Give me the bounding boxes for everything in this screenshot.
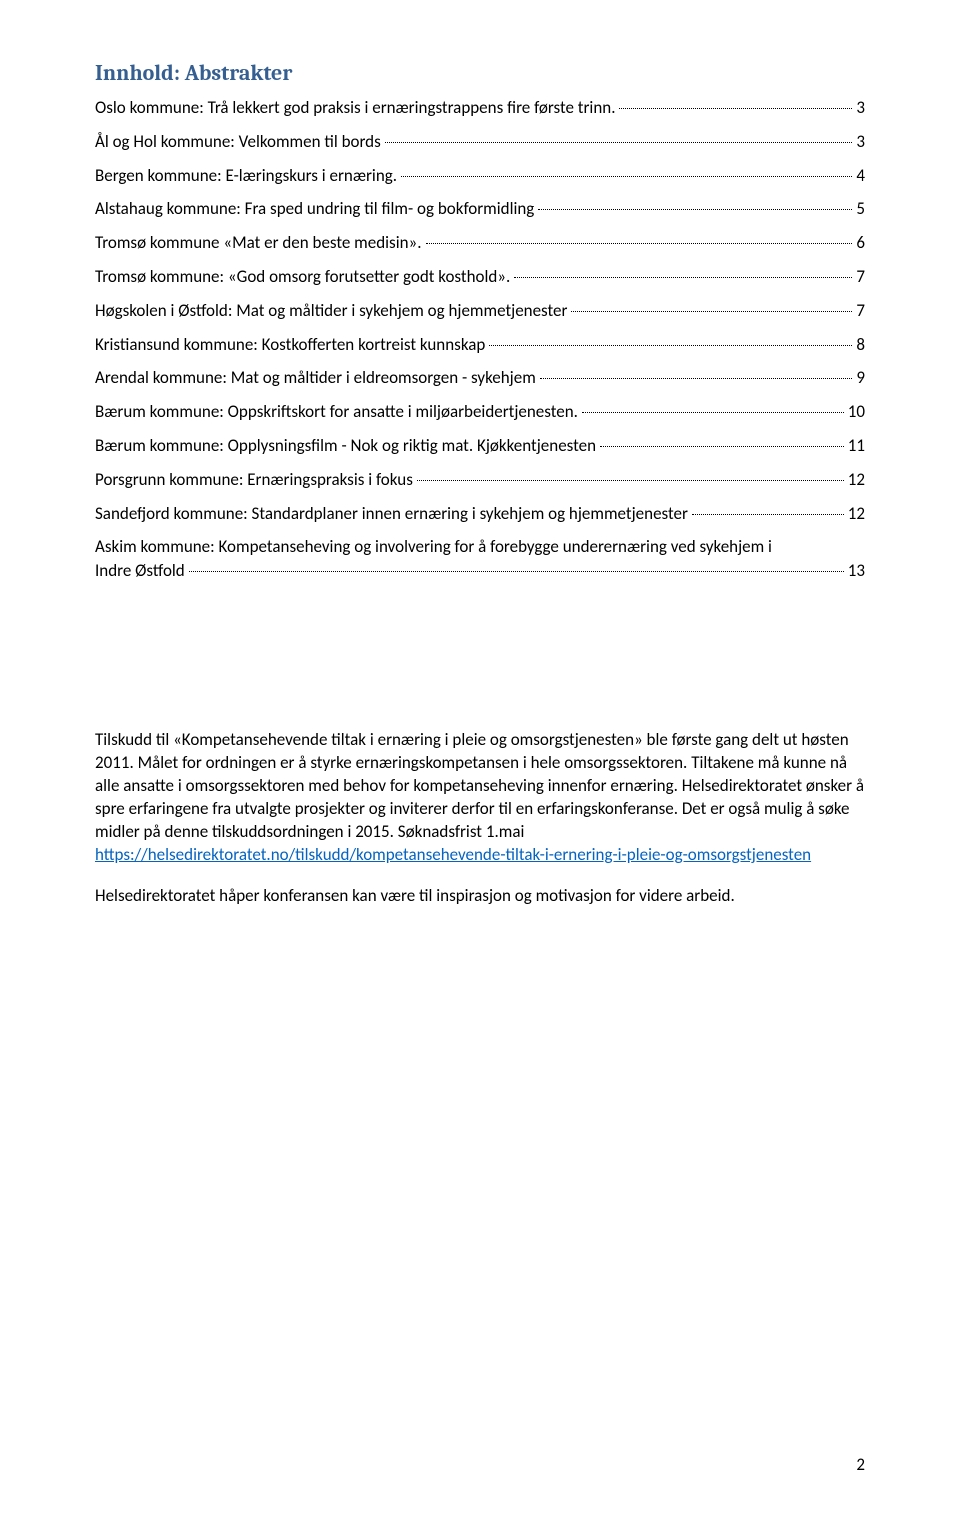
toc-label: Bergen kommune: E-læringskurs i ernæring… — [95, 164, 397, 188]
toc-label: Indre Østfold — [95, 559, 185, 583]
toc-page: 3 — [856, 96, 865, 120]
toc-label: Askim kommune: Kompetanseheving og invol… — [95, 535, 865, 559]
toc-leader — [385, 142, 853, 143]
toc-label: Bærum kommune: Oppskriftskort for ansatt… — [95, 400, 578, 424]
toc-label: Kristiansund kommune: Kostkofferten kort… — [95, 333, 485, 357]
toc-label: Oslo kommune: Trå lekkert god praksis i … — [95, 96, 615, 120]
toc-label: Tromsø kommune: «God omsorg forutsetter … — [95, 265, 510, 289]
toc-entry[interactable]: Bergen kommune: E-læringskurs i ernæring… — [95, 164, 865, 188]
toc-leader — [426, 243, 853, 244]
toc-entry[interactable]: Tromsø kommune «Mat er den beste medisin… — [95, 231, 865, 255]
toc-leader — [489, 345, 852, 346]
toc-entry[interactable]: Høgskolen i Østfold: Mat og måltider i s… — [95, 299, 865, 323]
toc-entry[interactable]: Oslo kommune: Trå lekkert god praksis i … — [95, 96, 865, 120]
toc-page: 8 — [856, 333, 865, 357]
toc-label: Arendal kommune: Mat og måltider i eldre… — [95, 366, 536, 390]
toc-page: 4 — [856, 164, 865, 188]
toc-entry[interactable]: Bærum kommune: Opplysningsfilm - Nok og … — [95, 434, 865, 458]
paragraph-2-text: Helsedirektoratet håper konferansen kan … — [95, 885, 735, 906]
toc-entry[interactable]: Kristiansund kommune: Kostkofferten kort… — [95, 333, 865, 357]
toc-page: 11 — [848, 434, 865, 458]
toc-entry[interactable]: Bærum kommune: Oppskriftskort for ansatt… — [95, 400, 865, 424]
page-heading: Innhold: Abstrakter — [95, 60, 865, 86]
toc-label: Ål og Hol kommune: Velkommen til bords — [95, 130, 381, 154]
toc-page: 12 — [848, 502, 865, 526]
toc-page: 9 — [856, 366, 865, 390]
toc-entry[interactable]: Tromsø kommune: «God omsorg forutsetter … — [95, 265, 865, 289]
toc-entry[interactable]: Askim kommune: Kompetanseheving og invol… — [95, 535, 865, 583]
toc-label: Høgskolen i Østfold: Mat og måltider i s… — [95, 299, 567, 323]
toc-leader — [600, 446, 844, 447]
toc-label: Alstahaug kommune: Fra sped undring til … — [95, 197, 534, 221]
toc-entry[interactable]: Porsgrunn kommune: Ernæringspraksis i fo… — [95, 468, 865, 492]
toc-leader — [401, 176, 852, 177]
paragraph-1-text: Tilskudd til «Kompetansehevende tiltak i… — [95, 729, 864, 842]
body-paragraph-1: Tilskudd til «Kompetansehevende tiltak i… — [95, 729, 865, 867]
toc-page: 6 — [856, 231, 865, 255]
page-number: 2 — [856, 1454, 865, 1475]
toc-label: Bærum kommune: Opplysningsfilm - Nok og … — [95, 434, 596, 458]
table-of-contents: Oslo kommune: Trå lekkert god praksis i … — [95, 96, 865, 583]
toc-page: 3 — [856, 130, 865, 154]
toc-label: Tromsø kommune «Mat er den beste medisin… — [95, 231, 422, 255]
toc-leader — [571, 311, 852, 312]
toc-page: 10 — [848, 400, 865, 424]
toc-label: Porsgrunn kommune: Ernæringspraksis i fo… — [95, 468, 413, 492]
toc-leader — [514, 277, 852, 278]
toc-leader — [538, 209, 852, 210]
toc-entry[interactable]: Alstahaug kommune: Fra sped undring til … — [95, 197, 865, 221]
toc-entry[interactable]: Sandefjord kommune: Standardplaner innen… — [95, 502, 865, 526]
toc-leader — [619, 108, 852, 109]
toc-page: 13 — [848, 559, 865, 583]
toc-label: Sandefjord kommune: Standardplaner innen… — [95, 502, 688, 526]
tilskudd-link[interactable]: https://helsedirektoratet.no/tilskudd/ko… — [95, 844, 811, 865]
toc-leader — [540, 378, 853, 379]
body-paragraph-2: Helsedirektoratet håper konferansen kan … — [95, 885, 865, 908]
toc-entry[interactable]: Ål og Hol kommune: Velkommen til bords 3 — [95, 130, 865, 154]
toc-leader — [582, 412, 844, 413]
toc-entry[interactable]: Arendal kommune: Mat og måltider i eldre… — [95, 366, 865, 390]
toc-page: 7 — [856, 299, 865, 323]
toc-leader — [692, 514, 844, 515]
toc-page: 7 — [856, 265, 865, 289]
toc-leader — [189, 571, 844, 572]
toc-leader — [417, 480, 844, 481]
toc-page: 12 — [848, 468, 865, 492]
toc-page: 5 — [856, 197, 865, 221]
